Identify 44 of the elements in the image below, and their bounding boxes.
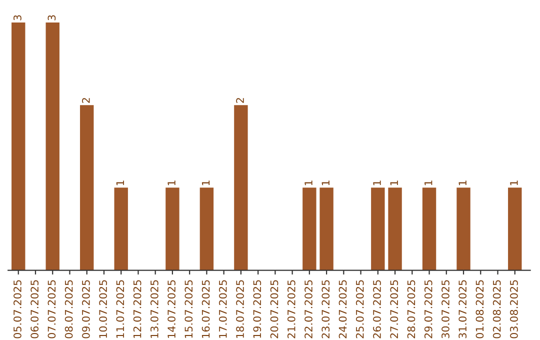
x-tick-label: 26.07.2025: [373, 280, 381, 338]
data-label: 1: [373, 180, 381, 186]
x-tick-label: 29.07.2025: [424, 280, 432, 338]
x-tick-label: 16.07.2025: [202, 280, 210, 338]
x-tick-label: 28.07.2025: [407, 280, 416, 338]
x-tick-label: 15.07.2025: [184, 280, 193, 338]
x-tick-label: 30.07.2025: [442, 280, 450, 338]
x-tick-label: 01.08.2025: [476, 280, 484, 338]
data-label: 1: [116, 180, 124, 186]
x-tick-label: 17.07.2025: [218, 280, 227, 338]
data-label: 1: [458, 180, 466, 186]
data-label: 1: [168, 180, 176, 186]
x-tick-label: 09.07.2025: [82, 280, 90, 338]
x-tick-label: 25.07.2025: [356, 280, 364, 338]
x-tick-label: 10.07.2025: [99, 280, 107, 338]
data-label: 3: [48, 15, 56, 20]
data-label: 1: [510, 180, 518, 186]
x-tick-label: 07.07.2025: [48, 280, 56, 338]
x-tick-label: 31.07.2025: [458, 280, 467, 338]
x-tick-label: 19.07.2025: [253, 280, 262, 338]
data-label: 1: [304, 180, 312, 186]
data-label: 1: [202, 180, 210, 186]
x-tick-label: 02.08.2025: [492, 280, 501, 338]
x-tick-label: 13.07.2025: [150, 280, 158, 338]
data-label: 1: [424, 180, 432, 186]
x-tick-label: 18.07.2025: [236, 280, 244, 338]
data-label: 1: [390, 180, 398, 186]
x-tick-label: 12.07.2025: [133, 280, 142, 338]
x-tick-label: 23.07.2025: [322, 280, 330, 338]
data-label: 2: [82, 98, 90, 103]
x-tick-label: 03.08.2025: [510, 280, 518, 338]
x-tick-label: 06.07.2025: [30, 280, 39, 338]
x-tick-label: 27.07.2025: [390, 280, 398, 338]
x-tick-label: 24.07.2025: [338, 280, 347, 338]
x-tick-label: 08.07.2025: [64, 280, 73, 338]
x-tick-label: 21.07.2025: [287, 280, 296, 338]
x-tick-label: 22.07.2025: [304, 280, 312, 338]
x-tick-label: 20.07.2025: [270, 280, 278, 338]
x-tick-label: 14.07.2025: [168, 280, 176, 338]
data-label: 1: [322, 180, 330, 186]
x-tick-label: 05.07.2025: [14, 280, 22, 338]
data-label: 3: [14, 15, 22, 20]
data-label: 2: [236, 98, 244, 103]
x-tick-label: 11.07.2025: [116, 280, 124, 338]
